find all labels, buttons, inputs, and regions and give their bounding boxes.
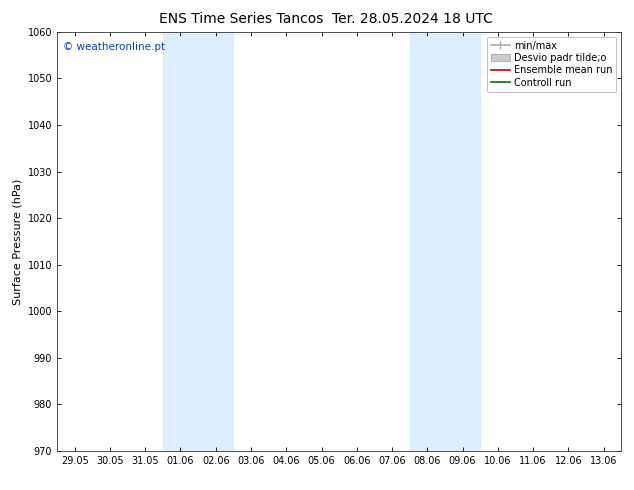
Y-axis label: Surface Pressure (hPa): Surface Pressure (hPa)	[12, 178, 22, 304]
Bar	[410, 32, 481, 451]
Text: © weatheronline.pt: © weatheronline.pt	[63, 42, 165, 52]
Legend: min/max, Desvio padr tilde;o, Ensemble mean run, Controll run: min/max, Desvio padr tilde;o, Ensemble m…	[487, 37, 616, 92]
Bar	[163, 32, 233, 451]
Text: ENS Time Series Tancos: ENS Time Series Tancos	[158, 12, 323, 26]
Text: Ter. 28.05.2024 18 UTC: Ter. 28.05.2024 18 UTC	[332, 12, 493, 26]
